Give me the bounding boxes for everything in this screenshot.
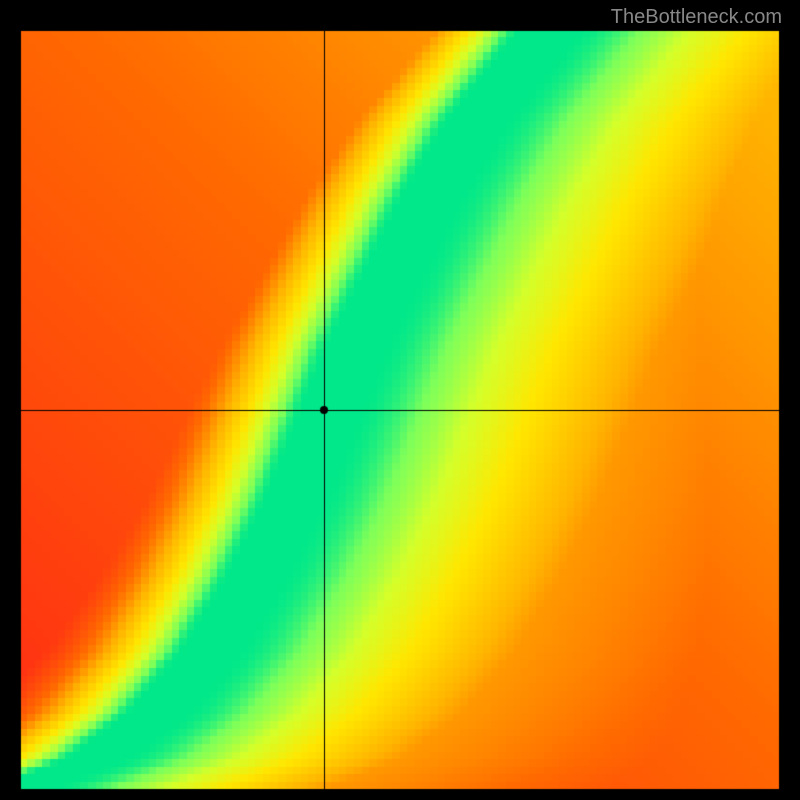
heatmap-plot (20, 30, 780, 790)
heatmap-canvas (20, 30, 780, 790)
watermark-text: TheBottleneck.com (611, 6, 782, 29)
